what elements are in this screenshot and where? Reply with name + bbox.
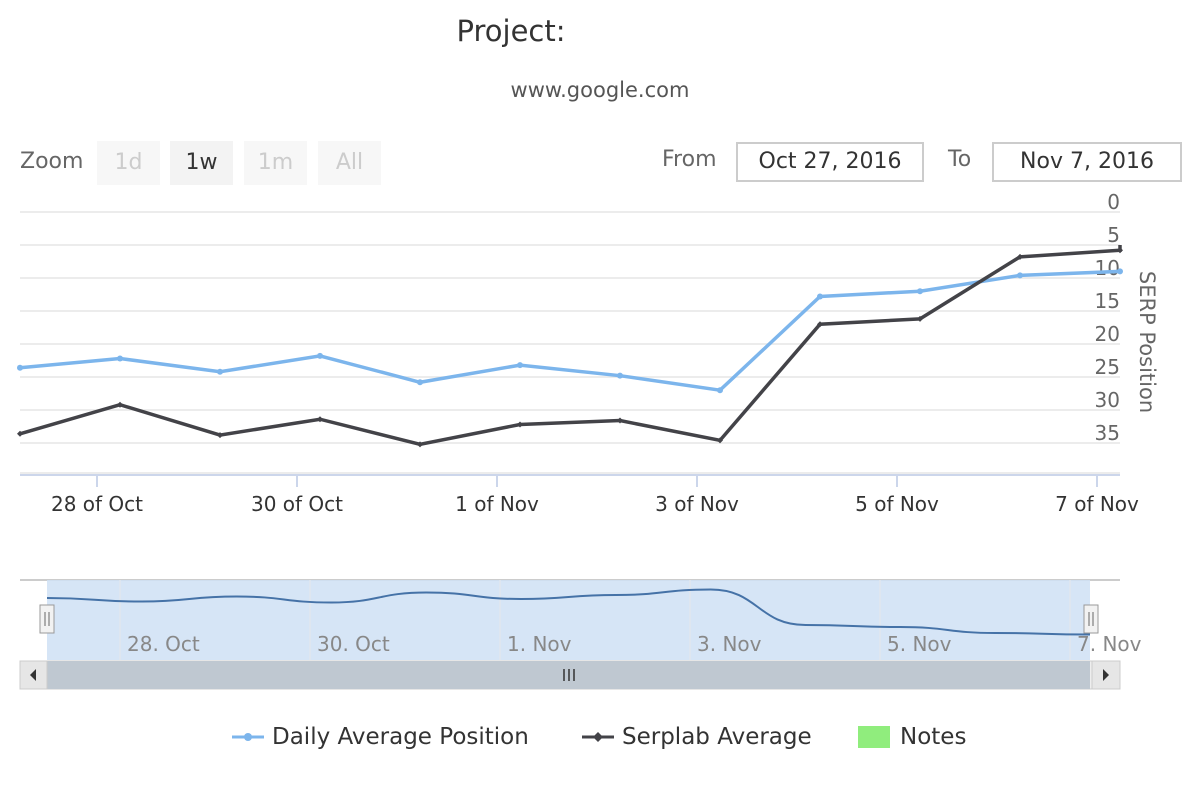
y-tick-label: 25	[1095, 355, 1120, 379]
navigator-left-handle[interactable]	[39, 604, 55, 634]
data-point[interactable]	[617, 372, 623, 379]
x-tick-label: 28 of Oct	[51, 492, 143, 516]
legend-line-dark-icon	[582, 732, 614, 742]
series-line-daily-average	[19, 269, 1122, 393]
y-tick-label: 0	[1107, 190, 1120, 214]
data-point[interactable]	[417, 379, 423, 386]
zoom-1w-button[interactable]: 1w	[170, 141, 233, 185]
navigator-selection[interactable]	[47, 580, 1090, 660]
zoom-label: Zoom	[20, 149, 84, 174]
data-point[interactable]	[117, 355, 123, 362]
zoom-1d-button[interactable]: 1d	[97, 141, 160, 185]
y-axis-ticks: 0 5 10 15 20 25 30 35	[1095, 190, 1120, 445]
x-axis-ticks: 28 of Oct 30 of Oct 1 of Nov 3 of Nov 5 of N…	[51, 475, 1139, 516]
navigator-outline	[20, 580, 1120, 660]
series-lines	[17, 245, 1123, 448]
legend-label: Serplab Average	[622, 724, 812, 750]
zoom-1m-button[interactable]: 1m	[244, 141, 307, 185]
scrollbar-thumb[interactable]	[47, 661, 1090, 689]
zoom-all-button[interactable]: All	[318, 141, 381, 185]
navigator-label: 5. Nov	[887, 632, 952, 656]
x-tick-label: 7 of Nov	[1055, 492, 1139, 516]
legend-item-serplab-average[interactable]: Serplab Average	[580, 720, 812, 754]
data-point[interactable]	[1017, 272, 1023, 279]
data-point[interactable]	[1117, 268, 1123, 275]
to-label: To	[948, 147, 972, 172]
x-tick-label: 3 of Nov	[655, 492, 739, 516]
data-point[interactable]	[817, 293, 823, 300]
data-point[interactable]	[317, 352, 323, 359]
scrollbar-left-arrow-icon[interactable]	[19, 660, 48, 690]
legend: Daily Average Position Serplab Average N…	[0, 720, 1200, 754]
navigator-grid	[119, 580, 1071, 660]
legend-swatch-green-icon	[858, 726, 890, 748]
y-tick-label: 20	[1095, 322, 1120, 346]
y-tick-label: 30	[1095, 388, 1120, 412]
navigator-label: 30. Oct	[317, 632, 390, 656]
data-point[interactable]	[917, 288, 923, 295]
from-label: From	[662, 147, 717, 172]
data-point[interactable]	[217, 368, 223, 375]
legend-item-daily-average[interactable]: Daily Average Position	[230, 720, 529, 754]
legend-line-blue-icon	[232, 733, 264, 741]
navigator-label: 7. Nov	[1077, 632, 1142, 656]
scrollbar-right-arrow-icon[interactable]	[1091, 660, 1121, 690]
data-point[interactable]	[617, 417, 623, 424]
legend-label: Daily Average Position	[272, 724, 529, 750]
data-point[interactable]	[917, 315, 923, 322]
chart-title: Project:	[456, 14, 566, 48]
to-date-input[interactable]: Nov 7, 2016	[992, 142, 1182, 182]
data-point[interactable]	[817, 321, 823, 328]
x-tick-label: 30 of Oct	[251, 492, 343, 516]
legend-item-notes[interactable]: Notes	[858, 720, 966, 754]
data-point[interactable]	[17, 364, 23, 371]
navigator-label: 1. Nov	[507, 632, 572, 656]
scrollbar[interactable]	[19, 660, 1121, 690]
y-tick-label: 5	[1107, 223, 1120, 247]
legend-label: Notes	[900, 724, 967, 750]
data-point[interactable]	[717, 387, 723, 394]
data-point[interactable]	[517, 421, 523, 428]
navigator-label: 28. Oct	[127, 632, 200, 656]
data-point[interactable]	[1117, 247, 1123, 254]
x-tick-label: 1 of Nov	[455, 492, 539, 516]
data-point[interactable]	[217, 432, 223, 439]
navigator[interactable]: 28. Oct 30. Oct 1. Nov 3. Nov 5. Nov 7. Nov	[20, 579, 1142, 660]
data-point[interactable]	[117, 401, 123, 408]
navigator-series-line	[46, 588, 1091, 636]
series-line-serplab-average	[19, 245, 1122, 447]
y-tick-label: 10	[1095, 256, 1120, 280]
grid-lines	[20, 211, 1120, 474]
y-axis-label: SERP Position	[1135, 271, 1159, 413]
data-point[interactable]	[17, 430, 23, 437]
data-point[interactable]	[717, 437, 723, 444]
navigator-label: 3. Nov	[697, 632, 762, 656]
y-tick-label: 15	[1095, 289, 1120, 313]
navigator-labels: 28. Oct 30. Oct 1. Nov 3. Nov 5. Nov 7. Nov	[127, 632, 1142, 656]
scrollbar-track[interactable]	[19, 660, 1121, 690]
data-point[interactable]	[417, 441, 423, 448]
y-tick-label: 35	[1095, 421, 1120, 445]
data-point[interactable]	[317, 416, 323, 423]
scrollbar-grip-icon	[563, 669, 575, 681]
data-point[interactable]	[517, 362, 523, 369]
chart-subtitle: www.google.com	[510, 78, 690, 102]
data-point[interactable]	[1017, 253, 1023, 260]
navigator-right-handle[interactable]	[1083, 604, 1099, 634]
from-date-input[interactable]: Oct 27, 2016	[736, 142, 924, 182]
x-tick-label: 5 of Nov	[855, 492, 939, 516]
